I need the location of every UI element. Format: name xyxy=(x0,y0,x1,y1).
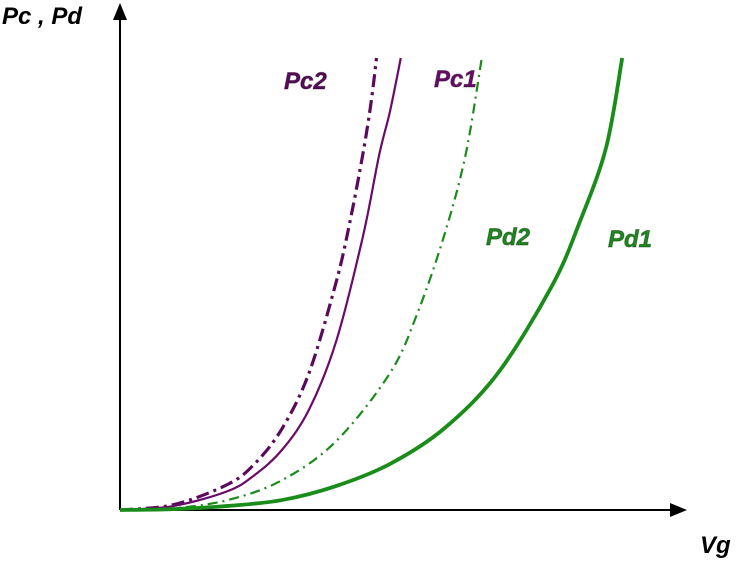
series-label-pd1: Pd1 xyxy=(608,226,652,253)
axes: Pc , Pd Vg xyxy=(2,3,731,559)
y-axis-arrow-icon xyxy=(113,3,127,20)
series-line-pc2 xyxy=(119,57,379,512)
series-labels: Pc2 Pc1 Pd2 Pd1 xyxy=(284,66,653,254)
series-layer xyxy=(119,57,625,512)
series-line-pd1 xyxy=(119,57,625,512)
series-label-pd2: Pd2 xyxy=(486,224,531,251)
y-axis-label: Pc , Pd xyxy=(2,3,83,30)
series-label-pc2: Pc2 xyxy=(284,68,327,95)
x-axis-label: Vg xyxy=(700,532,731,559)
series-line-pd2 xyxy=(119,57,483,512)
series-line-pc1 xyxy=(119,57,402,512)
x-axis-arrow-icon xyxy=(670,503,687,517)
series-label-pc1: Pc1 xyxy=(434,66,477,93)
